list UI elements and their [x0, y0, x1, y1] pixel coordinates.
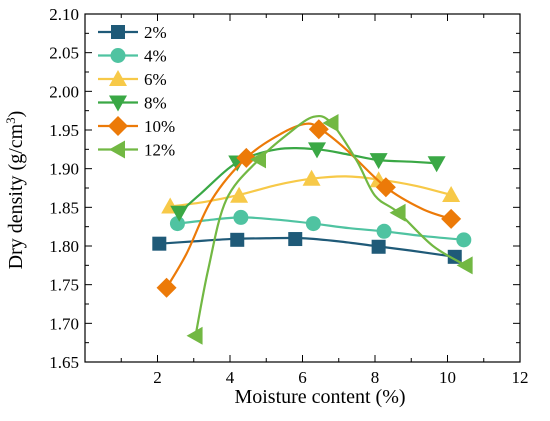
- data-point: [441, 208, 462, 229]
- data-point: [376, 223, 392, 239]
- data-point: [456, 256, 473, 275]
- data-point: [170, 205, 189, 222]
- legend-item: 4%: [98, 47, 167, 66]
- x-tick-label: 2: [153, 368, 162, 387]
- y-tick-label: 1.80: [49, 237, 79, 256]
- data-point: [308, 142, 326, 159]
- axes: 2 4 6 8 10 12 1.65 1.70 1.75 1.80 1.85 1.90 1.95 2.00…: [49, 5, 528, 387]
- data-point: [156, 277, 177, 298]
- series-line: [165, 122, 452, 289]
- y-tick-label: 1.95: [49, 121, 79, 140]
- legend-item: 2%: [98, 23, 167, 42]
- legend: 2% 4% 6% 8% 10% 12%: [98, 23, 175, 160]
- x-axis-title: Moisture content (%): [234, 386, 405, 408]
- y-tick-label: 1.65: [49, 353, 79, 372]
- data-point: [250, 150, 266, 169]
- data-point: [302, 169, 321, 186]
- y-tick-label: 2.05: [49, 44, 79, 63]
- data-point: [233, 209, 249, 225]
- x-tick-label: 6: [298, 368, 307, 387]
- legend-item: 12%: [98, 140, 175, 160]
- series-3: [170, 142, 446, 222]
- plot-frame: [84, 13, 521, 363]
- data-point: [369, 153, 388, 170]
- legend-marker: [108, 116, 128, 136]
- series-line: [159, 236, 455, 258]
- x-tick-label: 8: [371, 368, 380, 387]
- x-tick-label: 4: [226, 368, 235, 387]
- legend-label: 4%: [144, 47, 167, 66]
- data-point: [442, 185, 461, 202]
- data-point: [236, 147, 257, 168]
- series-1: [169, 209, 472, 248]
- legend-marker: [109, 70, 127, 86]
- legend-marker: [111, 25, 125, 39]
- y-tick-label: 1.90: [49, 160, 79, 179]
- legend-label: 2%: [144, 23, 167, 42]
- legend-item: 8%: [98, 94, 167, 113]
- series-line: [177, 216, 464, 241]
- y-tick-label: 2.10: [49, 5, 79, 24]
- y-tick-label: 1.70: [49, 314, 79, 333]
- series-2: [161, 169, 461, 214]
- y-axis-title-sup: 3: [3, 117, 18, 124]
- y-tick-label: 2.00: [49, 82, 79, 101]
- legend-item: 6%: [98, 70, 167, 89]
- series-4: [156, 119, 462, 298]
- legend-item: 10%: [98, 116, 175, 136]
- x-tick-label: 10: [439, 368, 456, 387]
- y-axis-title-tail: ): [5, 111, 27, 118]
- legend-label: 8%: [144, 94, 167, 113]
- data-point: [322, 114, 339, 133]
- data-point: [389, 203, 406, 222]
- legend-label: 6%: [144, 70, 167, 89]
- y-tick-label: 1.85: [49, 198, 79, 217]
- data-point: [375, 177, 396, 198]
- data-point: [152, 236, 167, 251]
- y-axis-title-main: Dry density (g/cm: [5, 123, 27, 269]
- data-point: [308, 119, 329, 140]
- y-axis-title: Dry density (g/cm3): [3, 111, 27, 270]
- data-point: [169, 216, 185, 232]
- x-tick-label: 12: [512, 368, 529, 387]
- y-tick-label: 1.75: [49, 276, 79, 295]
- data-point: [230, 186, 249, 203]
- legend-marker: [110, 48, 126, 63]
- data-point: [456, 232, 472, 248]
- series-5: [186, 114, 473, 345]
- data-point: [371, 239, 386, 254]
- legend-label: 12%: [144, 141, 175, 160]
- data-point: [230, 232, 245, 247]
- data-point: [288, 232, 303, 247]
- legend-label: 10%: [144, 117, 175, 136]
- data-point: [305, 216, 321, 232]
- series-0: [152, 232, 462, 264]
- plot-area: [152, 114, 473, 345]
- data-point: [186, 326, 203, 345]
- data-point: [427, 156, 446, 173]
- legend-marker: [109, 140, 125, 159]
- legend-marker: [109, 95, 127, 112]
